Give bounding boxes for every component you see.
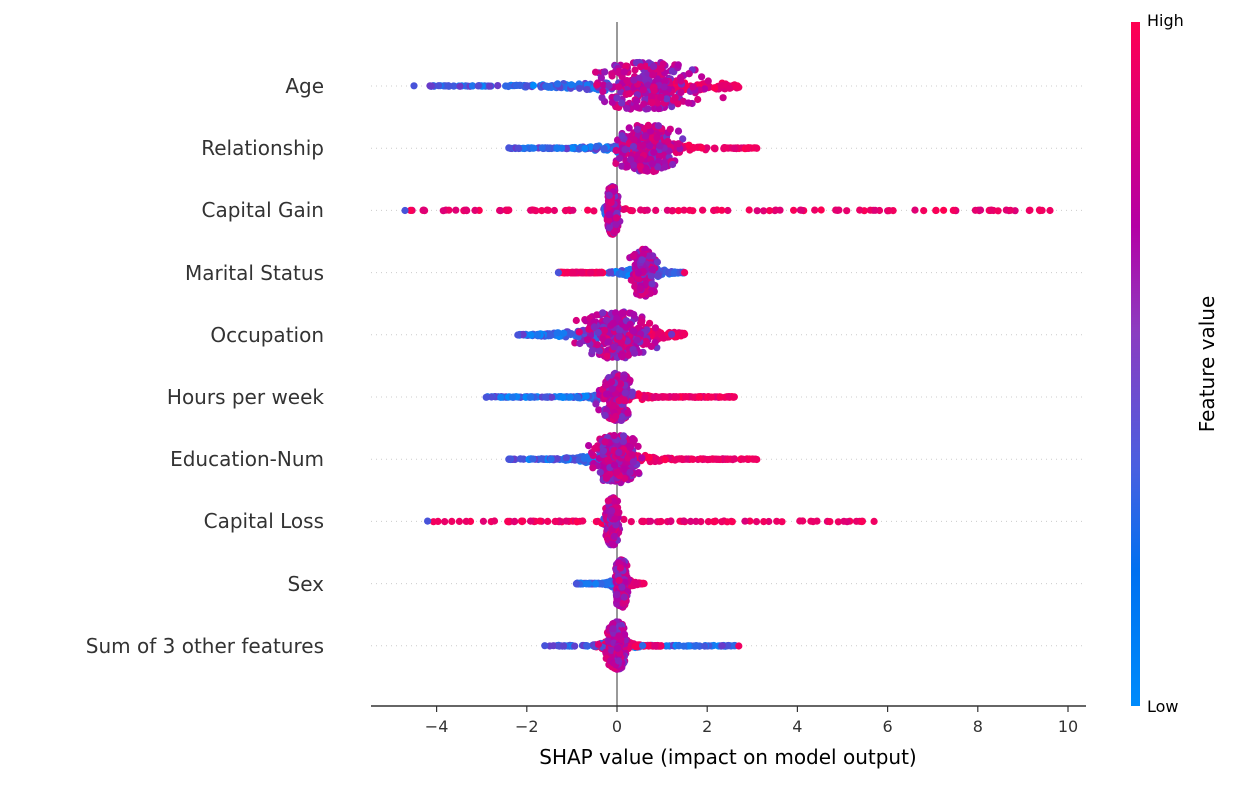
x-tick-label: 0 (611, 717, 623, 736)
feature-label: Education-Num (170, 447, 324, 472)
colorbar-title: Feature value (1195, 295, 1219, 433)
feature-label: Sex (287, 571, 324, 596)
x-tick-label: −4 (424, 717, 449, 736)
x-tick-label: 8 (972, 717, 983, 736)
feature-label: Marital Status (184, 260, 324, 285)
colorbar (1131, 22, 1140, 706)
x-tick-label: 2 (702, 717, 713, 736)
x-tick-label: 4 (792, 717, 803, 736)
feature-label: Relationship (201, 136, 324, 161)
colorbar-high-label: High (1147, 11, 1184, 30)
feature-label: Sum of 3 other features (85, 633, 324, 658)
x-tick-label: 6 (882, 717, 893, 736)
x-tick-label: 10 (1057, 717, 1079, 736)
beeswarm-points (401, 58, 1054, 673)
feature-label: Age (285, 74, 324, 98)
feature-label: Capital Loss (203, 509, 324, 534)
x-tick-label: −2 (515, 717, 539, 736)
x-axis-ticks (436, 706, 1069, 712)
feature-label: Capital Gain (201, 198, 324, 223)
colorbar-low-label: Low (1147, 697, 1179, 716)
x-axis-label: SHAP value (impact on model output) (539, 745, 917, 769)
feature-label: Occupation (210, 322, 324, 347)
feature-label: Hours per week (166, 385, 324, 409)
row-gridlines (371, 85, 1086, 647)
